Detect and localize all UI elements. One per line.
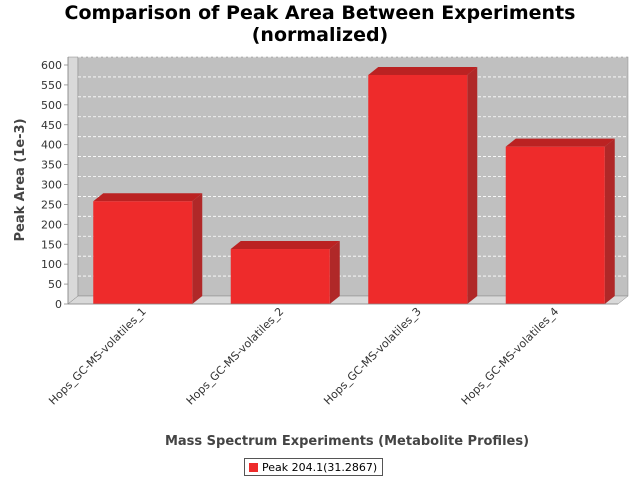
bar-top — [368, 66, 478, 75]
y-tick-label: 100 — [41, 258, 62, 271]
chart-title: Comparison of Peak Area Between Experime… — [0, 2, 640, 46]
bar-front — [505, 146, 605, 304]
y-tick-label: 500 — [41, 99, 62, 112]
y-tick-label: 400 — [41, 139, 62, 152]
y-tick-label: 150 — [41, 238, 62, 251]
x-axis: Hops_GC-MS-volatiles_1 Hops_GC-MS-volatil… — [46, 303, 618, 408]
legend-label: Peak 204.1(31.2867) — [262, 460, 378, 474]
x-tick-label: Hops_GC-MS-volatiles_3 — [321, 305, 424, 408]
y-axis-title: Peak Area (1e-3) — [13, 118, 28, 241]
x-tick-label: Hops_GC-MS-volatiles_4 — [459, 305, 562, 408]
bar-front — [368, 74, 468, 304]
chart-title-line-2: (normalized) — [251, 24, 389, 46]
plot-left-wall — [67, 56, 79, 305]
chart-title-line-1: Comparison of Peak Area Between Experime… — [64, 2, 576, 24]
bar-side — [329, 241, 340, 304]
y-tick-label: 350 — [41, 159, 62, 172]
bar-front — [93, 201, 193, 304]
bar-top — [230, 241, 340, 250]
y-axis: 0 50 100 150 200 250 300 350 400 450 500 550 600 — [41, 57, 69, 311]
bar-top — [505, 138, 615, 147]
y-tick-label: 0 — [55, 298, 62, 311]
legend: Peak 204.1(31.2867) — [244, 458, 384, 476]
legend-swatch — [249, 462, 258, 472]
y-tick-label: 550 — [41, 79, 62, 92]
y-tick-label: 450 — [41, 119, 62, 132]
x-axis-title: Mass Spectrum Experiments (Metabolite Pr… — [165, 434, 529, 449]
bar-top — [93, 193, 203, 202]
bar-front — [230, 249, 330, 304]
y-tick-label: 300 — [41, 179, 62, 192]
bar — [230, 241, 340, 304]
bar — [505, 138, 615, 304]
y-tick-label: 600 — [41, 59, 62, 72]
x-tick-label: Hops_GC-MS-volatiles_1 — [46, 305, 149, 408]
bar — [93, 193, 203, 304]
y-tick-label: 200 — [41, 218, 62, 231]
y-tick-label: 250 — [41, 198, 62, 211]
bars — [93, 66, 615, 304]
bar-side — [192, 193, 203, 304]
bar-side — [604, 138, 615, 304]
bar — [368, 66, 478, 304]
x-tick-label: Hops_GC-MS-volatiles_2 — [184, 305, 287, 408]
bar-side — [467, 66, 478, 304]
y-tick-label: 50 — [48, 278, 62, 291]
